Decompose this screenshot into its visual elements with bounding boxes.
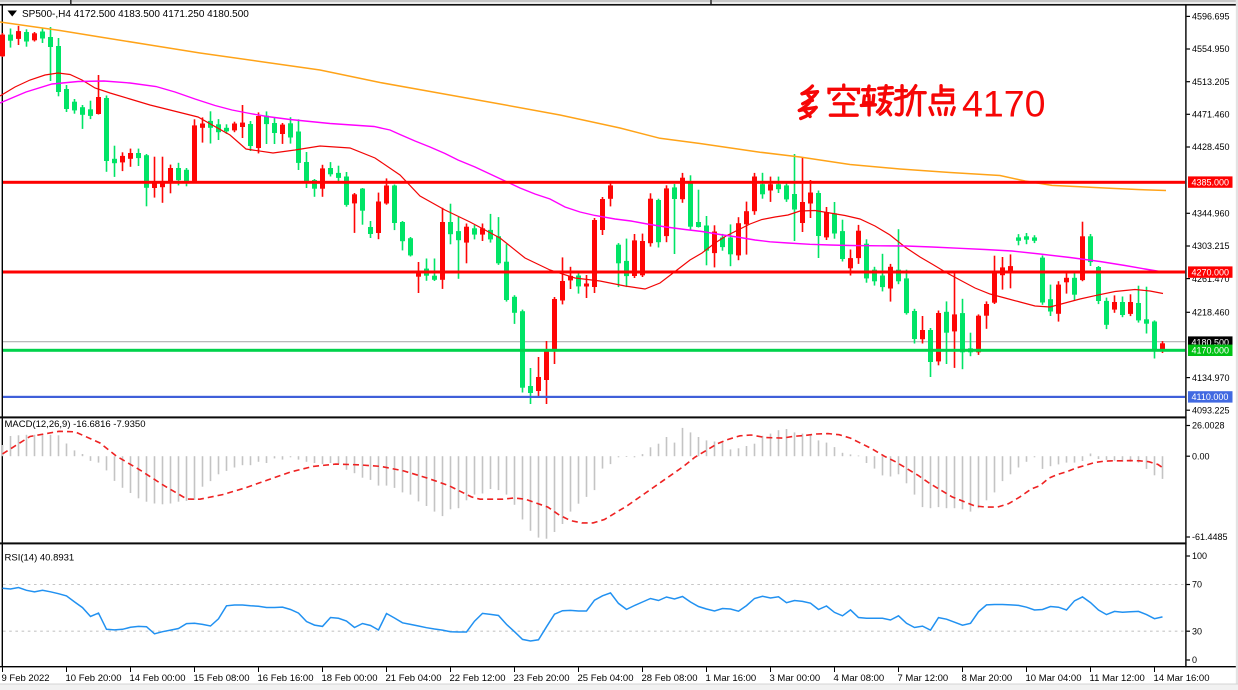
svg-text:4554.950: 4554.950 (1192, 44, 1230, 54)
svg-text:18 Feb 00:00: 18 Feb 00:00 (322, 673, 378, 684)
svg-text:4428.450: 4428.450 (1192, 142, 1230, 152)
svg-text:22 Feb 12:00: 22 Feb 12:00 (450, 673, 506, 684)
svg-text:0: 0 (1192, 655, 1197, 665)
svg-text:9 Feb 2022: 9 Feb 2022 (2, 673, 50, 684)
svg-text:10 Mar 04:00: 10 Mar 04:00 (1026, 673, 1082, 684)
svg-text:4270.000: 4270.000 (1192, 267, 1230, 277)
svg-text:4303.215: 4303.215 (1192, 241, 1230, 251)
svg-text:4110.000: 4110.000 (1192, 392, 1229, 402)
svg-text:4471.460: 4471.460 (1192, 110, 1230, 120)
svg-text:21 Feb 04:00: 21 Feb 04:00 (386, 673, 442, 684)
svg-text:4344.960: 4344.960 (1192, 209, 1230, 219)
svg-text:16 Feb 16:00: 16 Feb 16:00 (258, 673, 314, 684)
svg-text:4261.470: 4261.470 (1192, 274, 1230, 284)
svg-text:100: 100 (1192, 551, 1207, 561)
svg-text:28 Feb 08:00: 28 Feb 08:00 (642, 673, 698, 684)
svg-text:3 Mar 00:00: 3 Mar 00:00 (770, 673, 821, 684)
svg-text:SP500-,H4 4172.500 4183.500 4: SP500-,H4 4172.500 4183.500 4171.250 418… (22, 9, 249, 20)
svg-text:4134.970: 4134.970 (1192, 373, 1230, 383)
svg-text:4 Mar 08:00: 4 Mar 08:00 (834, 673, 885, 684)
svg-text:-61.4485: -61.4485 (1192, 532, 1228, 542)
svg-text:15 Feb 08:00: 15 Feb 08:00 (194, 673, 250, 684)
svg-text:4596.695: 4596.695 (1192, 12, 1230, 22)
svg-text:4218.460: 4218.460 (1192, 308, 1230, 318)
svg-text:4093.225: 4093.225 (1192, 405, 1230, 415)
svg-text:1 Mar 16:00: 1 Mar 16:00 (706, 673, 757, 684)
svg-text:26.0028: 26.0028 (1192, 421, 1225, 431)
svg-text:14 Feb 00:00: 14 Feb 00:00 (130, 673, 186, 684)
svg-text:23 Feb 20:00: 23 Feb 20:00 (514, 673, 570, 684)
svg-text:25 Feb 04:00: 25 Feb 04:00 (578, 673, 634, 684)
svg-text:MACD(12,26,9) -16.6816 -7.9350: MACD(12,26,9) -16.6816 -7.9350 (5, 419, 146, 430)
svg-text:4513.205: 4513.205 (1192, 77, 1230, 87)
svg-text:4385.000: 4385.000 (1192, 177, 1230, 187)
svg-text:4170.000: 4170.000 (1192, 346, 1230, 356)
svg-text:14 Mar 16:00: 14 Mar 16:00 (1154, 673, 1210, 684)
svg-text:8 Mar 20:00: 8 Mar 20:00 (962, 673, 1013, 684)
svg-text:30: 30 (1192, 626, 1202, 636)
svg-text:11 Mar 12:00: 11 Mar 12:00 (1090, 673, 1145, 684)
svg-text:4180.500: 4180.500 (1192, 337, 1230, 347)
svg-text:0.00: 0.00 (1192, 451, 1210, 461)
svg-text:10 Feb 20:00: 10 Feb 20:00 (66, 673, 122, 684)
svg-text:4170: 4170 (962, 83, 1045, 125)
svg-text:70: 70 (1192, 580, 1202, 590)
svg-text:7 Mar 12:00: 7 Mar 12:00 (898, 673, 949, 684)
svg-text:RSI(14) 40.8931: RSI(14) 40.8931 (5, 553, 75, 564)
